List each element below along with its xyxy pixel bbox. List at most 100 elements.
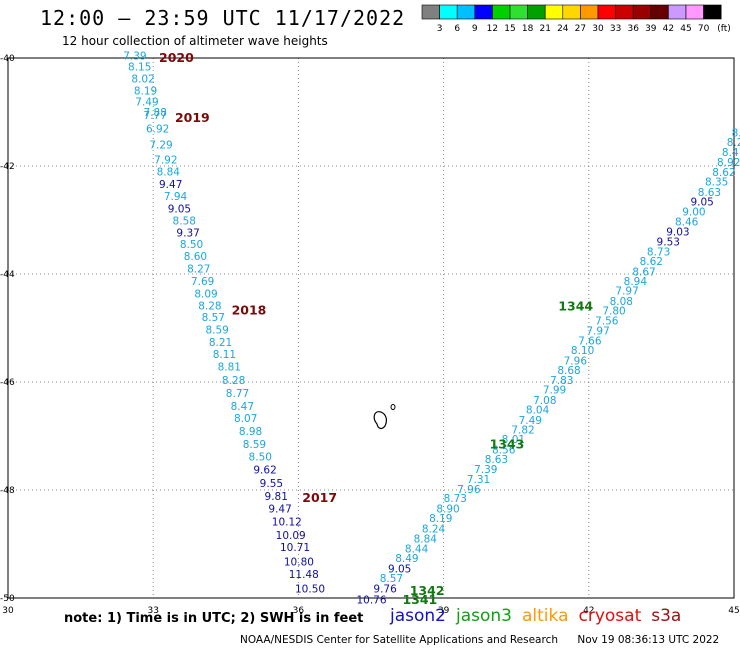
legend-cryosat: cryosat	[578, 606, 642, 626]
wave-height-value: 8.84	[157, 166, 181, 178]
wave-height-value: 8.09	[194, 288, 217, 300]
wave-height-value: 8.50	[249, 452, 272, 464]
colorbar-swatch	[668, 4, 687, 20]
x-tick-label: 45	[728, 606, 739, 616]
colorbar-swatch	[492, 4, 511, 20]
wave-height-value: 10.71	[280, 542, 310, 554]
wave-height-value: 7.97	[615, 286, 638, 298]
wave-height-value: 7.97	[586, 326, 609, 338]
colorbar-swatch	[439, 4, 458, 20]
year-label: 2018	[232, 303, 267, 318]
wave-height-value: 8.59	[243, 439, 266, 451]
wave-height-value: 8.98	[239, 426, 262, 438]
satellite-legend: jason2 jason3 altika cryosat s3a	[390, 606, 691, 626]
wave-height-value: 8.68	[557, 365, 580, 377]
colorbar-label: 21	[539, 24, 550, 34]
colorbar-swatch	[632, 4, 652, 20]
wave-height-value: 8.15	[128, 62, 151, 74]
wave-height-value: 9.00	[682, 206, 705, 218]
pass-label: 1342	[410, 583, 445, 598]
wave-height-value: 9.62	[253, 464, 276, 476]
wave-height-value: 8.57	[380, 573, 403, 585]
legend-altika: altika	[522, 606, 569, 626]
wave-height-value: 8.77	[226, 388, 249, 400]
wave-height-value: 7.31	[467, 474, 490, 486]
wave-height-value: 8.47	[231, 401, 254, 413]
y-tick-label: -48	[0, 486, 15, 496]
x-tick-label: 36	[293, 606, 305, 616]
wave-height-value: 8.46	[675, 217, 699, 229]
colorbar-label: 15	[504, 24, 515, 34]
colorbar-swatch	[580, 4, 599, 20]
colorbar-swatch	[527, 4, 546, 20]
year-label: 2019	[175, 110, 210, 125]
colorbar-label: 42	[663, 24, 674, 34]
wave-height-value: 8.63	[485, 454, 508, 466]
colorbar-label: 27	[575, 24, 586, 34]
wave-height-value: 9.37	[176, 227, 199, 239]
colorbar: 3 6 9 12 15 18 21 24 27 30 33 36 39 42 45 70 (ft)	[421, 4, 731, 34]
year-label: 2017	[302, 490, 337, 505]
wave-height-value: 7.96	[564, 355, 588, 367]
wave-height-value: 8.21	[727, 137, 740, 149]
wave-height-value: 7.66	[578, 335, 602, 347]
wave-height-value: 8.44	[405, 543, 429, 555]
axis-ticks: 30 33 36 39 42 45 -40 -42 -44 -46 -48 -50	[0, 54, 740, 616]
wave-height-value: 8.19	[134, 85, 157, 97]
colorbar-swatch	[456, 4, 476, 20]
wave-height-value: 9.55	[260, 478, 283, 490]
wave-height-value: 8.41	[722, 147, 740, 159]
wave-height-value: 8.92	[717, 157, 740, 169]
legend-jason3: jason3	[456, 606, 512, 626]
map-title: 12:00 – 23:59 UTC 11/17/2022	[40, 6, 406, 30]
wave-height-value: 7.39	[123, 50, 146, 62]
colorbar-swatch	[597, 4, 616, 20]
wave-height-value: 7.99	[543, 385, 566, 397]
island-outline	[373, 404, 396, 430]
pass-label: 1344	[558, 298, 593, 313]
wave-height-value: 8.07	[234, 413, 257, 425]
wave-height-value: 8.28	[198, 300, 221, 312]
wave-height-value: 8.01	[502, 434, 525, 446]
wave-height-value: 7.94	[164, 191, 188, 203]
year-label: 2020	[159, 50, 194, 65]
wave-height-value: 7.92	[154, 155, 177, 167]
wave-height-value: 8.24	[422, 523, 446, 535]
pass-label: 1343	[490, 437, 525, 452]
wave-height-value: 10.09	[276, 530, 306, 542]
colorbar-swatch	[474, 4, 493, 20]
wave-height-value: 8.08	[610, 296, 633, 308]
wave-height-value: 8.04	[526, 405, 550, 417]
wave-height-value: 8.11	[213, 349, 236, 361]
wave-height-value: 9.47	[268, 503, 291, 515]
wave-height-value: 7.88	[144, 107, 167, 119]
wave-height-value: 8.57	[202, 312, 225, 324]
wave-height-value: 7.49	[519, 415, 542, 427]
wave-height-value: 8.59	[205, 325, 228, 337]
wave-height-value: 9.05	[388, 563, 411, 575]
y-tick-label: -44	[0, 270, 15, 280]
colorbar-label: 45	[680, 24, 691, 34]
lat-lon-grid	[8, 58, 734, 598]
wave-height-value: 8.27	[187, 264, 210, 276]
wave-height-value: 7.49	[135, 97, 158, 109]
wave-height-value: 8.08	[732, 128, 740, 140]
wave-track-jason3: 10.769.768.579.058.498.448.848.248.198.9…	[356, 128, 740, 607]
wave-height-value: 8.62	[640, 256, 663, 268]
colorbar-swatch	[650, 4, 669, 20]
y-tick-label: -40	[0, 54, 15, 64]
colorbar-label: 36	[627, 24, 639, 34]
colorbar-label: 18	[522, 24, 534, 34]
wave-height-value: 10.12	[272, 516, 302, 528]
footer: NOAA/NESDIS Center for Satellite Applica…	[240, 634, 719, 646]
colorbar-swatch	[562, 4, 581, 20]
wave-height-value: 8.28	[222, 375, 245, 387]
colorbar-swatch	[544, 4, 564, 20]
wave-height-value: 7.83	[550, 375, 573, 387]
footer-credit: NOAA/NESDIS Center for Satellite Applica…	[240, 634, 558, 646]
wave-height-value: 9.53	[657, 237, 680, 249]
units-note: note: 1) Time is in UTC; 2) SWH is in fe…	[64, 611, 364, 626]
y-tick-label: -50	[0, 594, 15, 604]
wave-height-value: 7.96	[457, 484, 481, 496]
